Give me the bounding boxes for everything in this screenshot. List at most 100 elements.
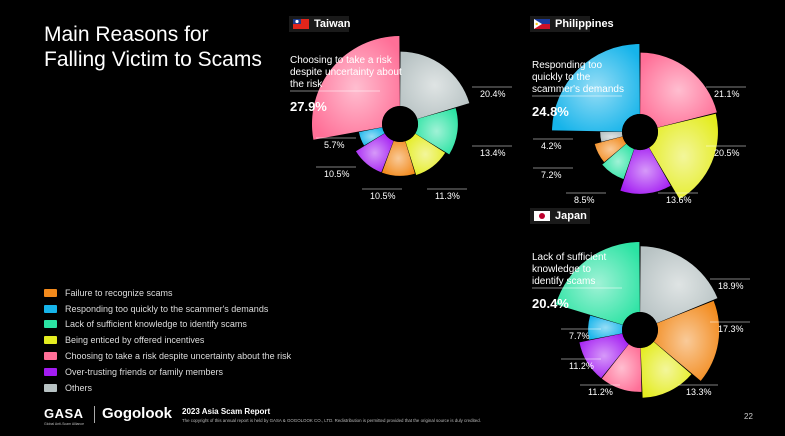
legend-label: Others [65, 382, 93, 393]
taiwan-flag-sun [295, 19, 299, 24]
data-label: 5.7% [324, 140, 345, 150]
page-title-line-1: Main Reasons for [44, 23, 209, 46]
headline-label: quickly to the [532, 72, 591, 83]
data-label: 13.3% [686, 387, 712, 397]
pie-slice [653, 300, 720, 381]
country-header: Japan [530, 208, 590, 224]
headline-value: 27.9% [290, 99, 327, 114]
legend-item: Responding too quickly to the scammer's … [44, 301, 291, 317]
legend-label: Choosing to take a risk despite uncertai… [65, 351, 292, 362]
legend-label: Over-trusting friends or family members [65, 366, 224, 377]
headline-label: despite uncertainty about [290, 67, 402, 78]
pie-slice [601, 344, 642, 392]
philippines-flag-triangle [534, 19, 542, 29]
legend-item: Being enticed by offered incentives [44, 332, 291, 348]
data-label: 11.2% [588, 387, 613, 397]
gasa-logo: GASA [44, 406, 84, 421]
data-label: 21.1% [714, 89, 740, 99]
data-label: 7.7% [569, 331, 590, 341]
data-label: 17.3% [718, 324, 744, 334]
legend-swatch [44, 288, 57, 297]
data-label: 7.2% [541, 170, 562, 180]
headline-label: the risk [290, 79, 323, 90]
legend: Failure to recognize scams Responding to… [44, 285, 291, 396]
headline-label: knowledge to [532, 264, 591, 275]
data-label: 20.5% [714, 148, 740, 158]
legend-item: Failure to recognize scams [44, 285, 291, 301]
pie-slice [600, 131, 623, 142]
headline-label: Lack of sufficient [532, 252, 607, 263]
report-title: 2023 Asia Scam Report [182, 407, 271, 416]
pie-slice [588, 315, 623, 340]
pie-slice [312, 36, 400, 140]
pie-slice [640, 52, 717, 128]
legend-swatch [44, 367, 57, 376]
legend-swatch [44, 320, 57, 329]
legend-label: Responding too quickly to the scammer's … [65, 303, 269, 314]
philippines-flag-sun [535, 22, 538, 26]
country-name: Philippines [555, 18, 614, 30]
legend-swatch [44, 336, 57, 345]
legend-item: Choosing to take a risk despite uncertai… [44, 348, 291, 364]
headline-label: scammer's demands [532, 84, 624, 95]
data-label: 13.4% [480, 148, 506, 158]
country-name: Taiwan [314, 18, 351, 30]
japan-flag-disc [539, 213, 545, 219]
gogolook-logo: Gogolook [102, 405, 172, 422]
pie-hole [622, 312, 658, 348]
legend-item: Lack of sufficient knowledge to identify… [44, 317, 291, 333]
pie-slice [415, 108, 458, 155]
data-label: 11.2% [569, 361, 594, 371]
data-label: 18.9% [718, 281, 744, 291]
legend-label: Lack of sufficient knowledge to identify… [65, 319, 247, 330]
data-label: 20.4% [480, 89, 506, 99]
page-number: 22 [744, 412, 753, 421]
page-title-line-2: Falling Victim to Scams [44, 48, 262, 71]
philippines-flag-icon [534, 19, 550, 24]
headline-label: Choosing to take a risk [290, 55, 393, 66]
pie-slice [552, 44, 640, 132]
data-label: 4.2% [541, 141, 562, 151]
pie-slice [620, 147, 671, 194]
pie-slice [649, 113, 718, 200]
data-label: 10.5% [370, 191, 396, 201]
legend-label: Failure to recognize scams [65, 287, 173, 298]
pie-slice [358, 127, 385, 146]
philippines-flag-red [534, 24, 550, 29]
pie-slice [381, 140, 415, 176]
pie-hole [622, 114, 658, 150]
data-label: 8.5% [574, 195, 595, 205]
gasa-logo-subtitle: Global Anti-Scam Alliance [44, 422, 85, 426]
headline-value: 20.4% [532, 296, 569, 311]
pie-slice [555, 242, 640, 325]
data-label: 11.3% [435, 191, 460, 201]
pie-hole [382, 106, 418, 142]
pie-slice [400, 51, 470, 119]
page-title: Main Reasons for Falling Victim to Scams [44, 22, 262, 72]
pie-slice [640, 246, 718, 324]
data-label: 13.6% [666, 195, 692, 205]
pie-slice [594, 136, 627, 163]
legend-label: Being enticed by offered incentives [65, 335, 205, 346]
legend-swatch [44, 304, 57, 313]
pie-slice [355, 133, 394, 173]
pie-slice [579, 333, 629, 379]
legend-swatch [44, 352, 57, 361]
data-label: 10.5% [324, 169, 350, 179]
country-header: Philippines [530, 16, 614, 32]
headline-label: identify scams [532, 276, 595, 287]
footer: GASA Global Anti-Scam Alliance Gogolook … [44, 404, 764, 428]
footer-divider [94, 406, 95, 423]
legend-item: Over-trusting friends or family members [44, 364, 291, 380]
pie-slice [640, 341, 692, 398]
copyright-notice: The copyright of this annual report is h… [182, 418, 481, 423]
headline-value: 24.8% [532, 104, 569, 119]
headline-label: Responding too [532, 60, 602, 71]
country-header: Taiwan [289, 16, 351, 32]
pie-slice [405, 133, 446, 176]
pie-slice [602, 143, 635, 180]
